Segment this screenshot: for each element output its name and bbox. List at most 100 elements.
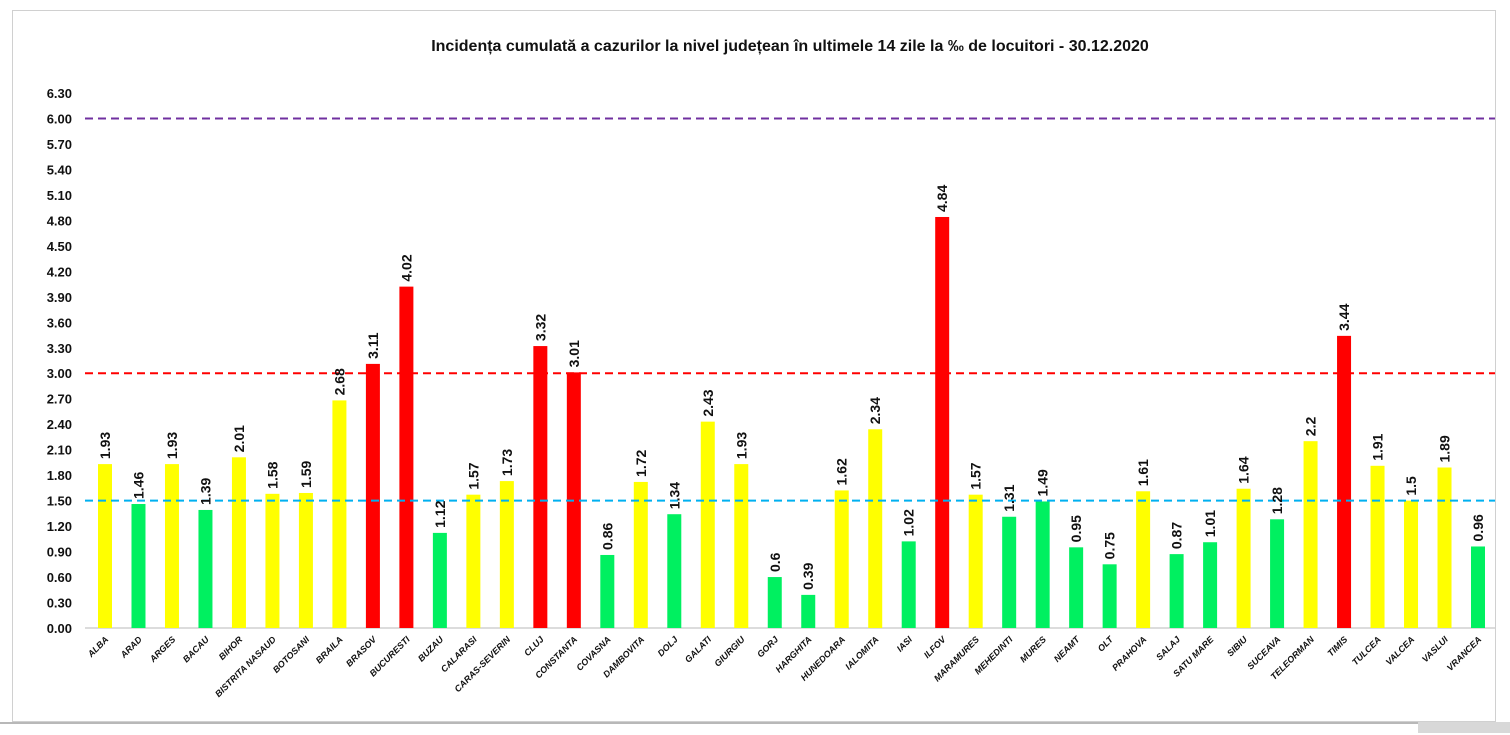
data-label: 3.44: [1336, 303, 1352, 330]
bar-cluj: [533, 346, 548, 628]
x-tick-label: VRANCEA: [1445, 634, 1484, 673]
data-label: 1.72: [633, 449, 649, 476]
data-label: 1.49: [1035, 469, 1051, 496]
bar-alba: [98, 464, 112, 628]
data-label: 1.12: [432, 500, 448, 527]
bar-vaslui: [1437, 467, 1452, 628]
bar-hunedoara: [834, 490, 849, 628]
data-label: 1.93: [164, 432, 180, 459]
data-label: 0.6: [767, 552, 783, 572]
x-tick-label: IALOMITA: [843, 634, 880, 671]
bar-maramures: [968, 494, 983, 628]
y-tick-label: 1.50: [47, 494, 72, 509]
bar-suceava: [1270, 519, 1285, 628]
x-tick-label: GIURGIU: [712, 634, 747, 669]
y-tick-label: 0.90: [47, 545, 72, 560]
data-label: 2.68: [331, 368, 347, 395]
y-tick-label: 3.00: [47, 366, 72, 381]
x-tick-label: GORJ: [755, 634, 781, 660]
x-tick-label: GALATI: [683, 634, 714, 665]
bar-timis: [1337, 335, 1352, 628]
data-label: 1.89: [1437, 435, 1453, 462]
data-label: 4.84: [934, 185, 950, 212]
y-tick-label: 2.40: [47, 417, 72, 432]
data-label: 1.93: [733, 432, 749, 459]
x-tick-label: BRAILA: [314, 634, 345, 665]
y-tick-label: 3.90: [47, 290, 72, 305]
x-tick-label: BRASOV: [344, 634, 379, 669]
data-label: 1.58: [264, 461, 280, 488]
x-tick-label: BISTRITA NASAUD: [213, 634, 278, 699]
data-label: 4.02: [398, 254, 414, 281]
bar-caras-severin: [499, 481, 514, 628]
x-tick-label: MURES: [1018, 634, 1048, 664]
data-label: 3.01: [566, 340, 582, 367]
data-label: 1.57: [968, 462, 984, 489]
y-tick-label: 3.30: [47, 341, 72, 356]
bottom-bar: [0, 722, 1510, 735]
chart-title: Incidența cumulată a cazurilor la nivel …: [431, 38, 1149, 55]
bar-iasi: [901, 541, 916, 628]
bar-arges: [164, 464, 179, 628]
bar-neamt: [1069, 547, 1084, 628]
data-label: 1.5: [1403, 476, 1419, 496]
x-tick-label: BIHOR: [217, 634, 245, 662]
x-tick-label: VASLUI: [1420, 634, 1450, 664]
data-label: 0.39: [800, 562, 816, 589]
x-tick-label: IASI: [895, 634, 915, 654]
data-label: 0.87: [1169, 522, 1185, 549]
bar-buzau: [432, 532, 447, 628]
data-label: 1.91: [1370, 433, 1386, 460]
bar-brasov: [365, 363, 380, 628]
y-tick-label: 6.30: [47, 86, 72, 101]
y-tick-label: 0.00: [47, 621, 72, 636]
x-tick-label: PRAHOVA: [1110, 634, 1148, 672]
bottom-scroll-area[interactable]: [1418, 722, 1510, 733]
bar-galati: [700, 421, 715, 628]
x-tick-label: ILFOV: [922, 634, 949, 661]
bar-botosani: [298, 492, 313, 628]
bar-mures: [1035, 501, 1050, 628]
bar-satu-mare: [1203, 542, 1218, 628]
x-tick-label: SALAJ: [1154, 634, 1183, 663]
bar-valcea: [1404, 500, 1419, 628]
data-label: 1.31: [1001, 484, 1017, 511]
data-label: 1.02: [901, 509, 917, 536]
x-tick-label: CARAS-SEVERIN: [453, 634, 513, 694]
bar-braila: [332, 400, 347, 628]
data-label: 3.32: [532, 314, 548, 341]
data-label: 1.39: [197, 477, 213, 504]
y-tick-label: 4.50: [47, 239, 72, 254]
x-tick-label: SIBIU: [1225, 634, 1249, 658]
bar-tulcea: [1370, 465, 1385, 628]
x-tick-label: NEAMT: [1052, 633, 1083, 664]
data-label: 1.62: [834, 458, 850, 485]
x-tick-label: VALCEA: [1384, 634, 1417, 667]
y-tick-label: 5.10: [47, 188, 72, 203]
data-label: 3.11: [365, 332, 381, 359]
bar-bistrita-nasaud: [265, 493, 280, 628]
bar-prahova: [1136, 491, 1151, 628]
y-tick-label: 4.20: [47, 264, 72, 279]
bar-gorj: [767, 577, 782, 628]
data-label: 2.34: [867, 397, 883, 424]
data-label: 1.73: [499, 449, 515, 476]
x-tick-label: BACAU: [181, 634, 211, 664]
x-tick-label: ARGES: [147, 634, 177, 664]
bar-calarasi: [466, 494, 481, 628]
y-tick-label: 3.60: [47, 315, 72, 330]
bar-dolj: [667, 514, 682, 628]
y-tick-label: 5.40: [47, 162, 72, 177]
bar-bihor: [231, 457, 246, 628]
chart-frame: [12, 10, 1496, 722]
bar-covasna: [600, 554, 615, 628]
bar-mehedinti: [1002, 516, 1017, 628]
data-label: 1.59: [298, 461, 314, 488]
data-label: 0.95: [1068, 515, 1084, 542]
y-tick-label: 0.30: [47, 596, 72, 611]
y-tick-label: 2.70: [47, 392, 72, 407]
x-tick-label: TIMIS: [1325, 634, 1349, 658]
data-label: 1.34: [666, 482, 682, 509]
y-tick-label: 5.70: [47, 137, 72, 152]
